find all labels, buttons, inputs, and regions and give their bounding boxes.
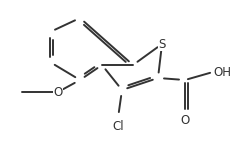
Text: O: O [180, 114, 189, 127]
Text: O: O [53, 85, 62, 99]
Text: S: S [158, 38, 165, 51]
Text: OH: OH [212, 65, 230, 79]
Text: Cl: Cl [112, 120, 123, 133]
